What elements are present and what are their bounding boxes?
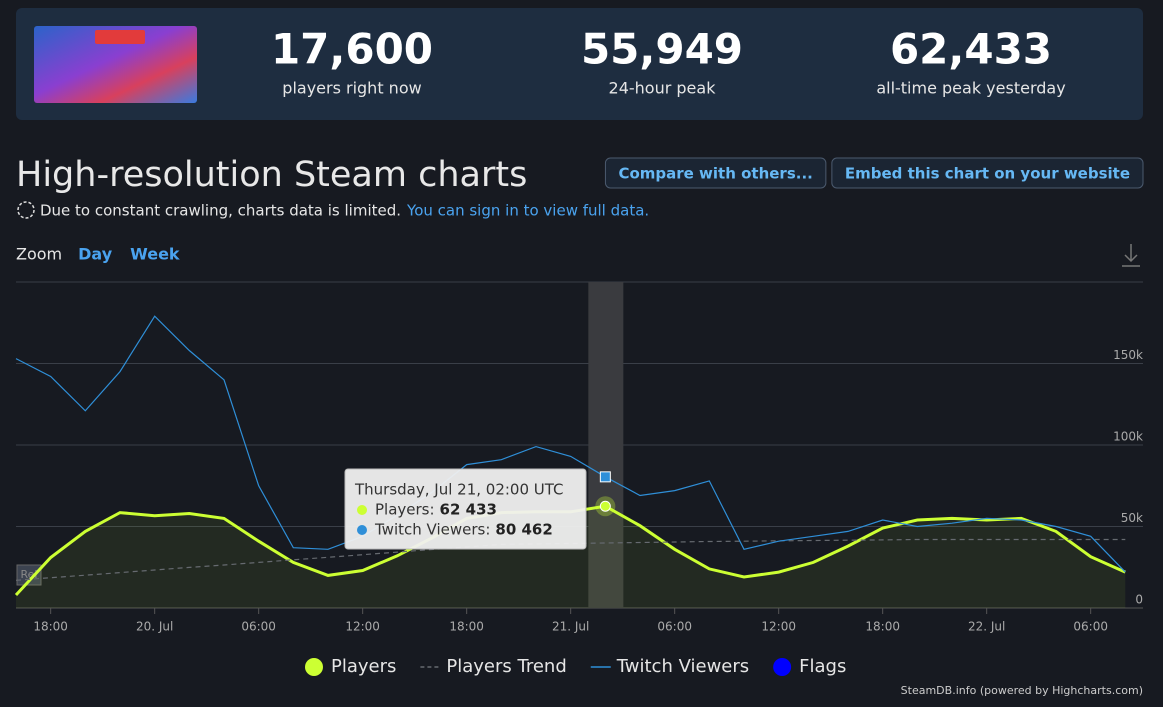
- tooltip-box: [344, 468, 587, 550]
- stat-label: players right now: [282, 79, 421, 98]
- button-frame: [604, 157, 827, 189]
- y-tick-label: 0: [1135, 593, 1143, 607]
- credit: SteamDB.info (powered by Highcharts.com): [901, 684, 1143, 697]
- tooltip-value: 62 433: [440, 501, 497, 519]
- stat-value: 17,600: [271, 25, 433, 74]
- legend-swatch: [773, 658, 792, 676]
- section-title: High-resolution Steam charts: [16, 155, 527, 195]
- notice-icon: [17, 201, 35, 219]
- y-tick-label: 50k: [1121, 511, 1143, 525]
- game-image: [34, 26, 197, 103]
- button-label: Compare with others...: [618, 165, 812, 183]
- legend-item[interactable]: Twitch Viewers: [590, 656, 749, 677]
- x-tick-label: 22. Jul: [968, 620, 1005, 634]
- button-frame: [831, 157, 1144, 189]
- legend-swatch: [305, 658, 323, 676]
- download-button[interactable]: [1122, 244, 1140, 267]
- button[interactable]: Embed this chart on your website: [831, 157, 1144, 189]
- x-tick-label: 06:00: [657, 620, 692, 634]
- legend-item[interactable]: Players: [305, 656, 396, 677]
- y-tick-label: 100k: [1113, 430, 1143, 444]
- x-tick-label: 18:00: [33, 620, 68, 634]
- hover-point: [599, 500, 611, 512]
- x-tick-label: 06:00: [1073, 620, 1108, 634]
- legend-item[interactable]: Players Trend: [420, 656, 567, 677]
- hover-point: [599, 471, 611, 483]
- x-tick-label: 12:00: [761, 620, 796, 634]
- legend-label: Players: [331, 656, 396, 677]
- stat-value: 62,433: [890, 25, 1052, 74]
- legend-label: Flags: [799, 656, 846, 677]
- zoom-option[interactable]: Day: [78, 245, 113, 264]
- hover-band: [588, 282, 624, 608]
- download-arrow-head: [1124, 254, 1138, 263]
- flag-box: [16, 564, 42, 586]
- game-logo: [95, 30, 145, 44]
- tooltip-label: Players:: [375, 501, 435, 519]
- x-tick-label: 12:00: [345, 620, 380, 634]
- header-card: [16, 8, 1143, 120]
- legend-label: Players Trend: [446, 656, 566, 677]
- notice: Due to constant crawling, charts data is…: [40, 202, 401, 220]
- tooltip-title: Thursday, Jul 21, 02:00 UTC: [354, 481, 564, 499]
- stat-value: 55,949: [581, 25, 743, 74]
- x-tick-label: 21. Jul: [552, 620, 589, 634]
- tooltip-label: Twitch Viewers:: [374, 521, 490, 539]
- stat-label: all-time peak yesterday: [876, 79, 1065, 98]
- button-label: Embed this chart on your website: [845, 165, 1130, 183]
- x-tick-label: 18:00: [865, 620, 900, 634]
- x-tick-label: 20. Jul: [136, 620, 173, 634]
- y-tick-label: 150k: [1113, 348, 1143, 362]
- tooltip-swatch: [357, 525, 367, 535]
- area: [16, 506, 1126, 608]
- notice-link[interactable]: You can sign in to view full data.: [406, 202, 649, 220]
- button[interactable]: Compare with others...: [604, 157, 827, 189]
- legend-item[interactable]: Flags: [773, 656, 846, 677]
- tooltip-swatch: [357, 505, 367, 515]
- line: [15, 315, 1126, 573]
- legend-label: Twitch Viewers: [616, 656, 749, 677]
- tooltip-value: 80 462: [495, 521, 552, 539]
- zoom-option[interactable]: Week: [130, 245, 180, 264]
- zoom-label: Zoom: [16, 245, 62, 264]
- stat-label: 24-hour peak: [609, 79, 717, 98]
- tooltip: Thursday, Jul 21, 02:00 UTC Players: 62 43…: [344, 468, 587, 550]
- x-tick-label: 06:00: [241, 620, 276, 634]
- x-tick-label: 18:00: [449, 620, 484, 634]
